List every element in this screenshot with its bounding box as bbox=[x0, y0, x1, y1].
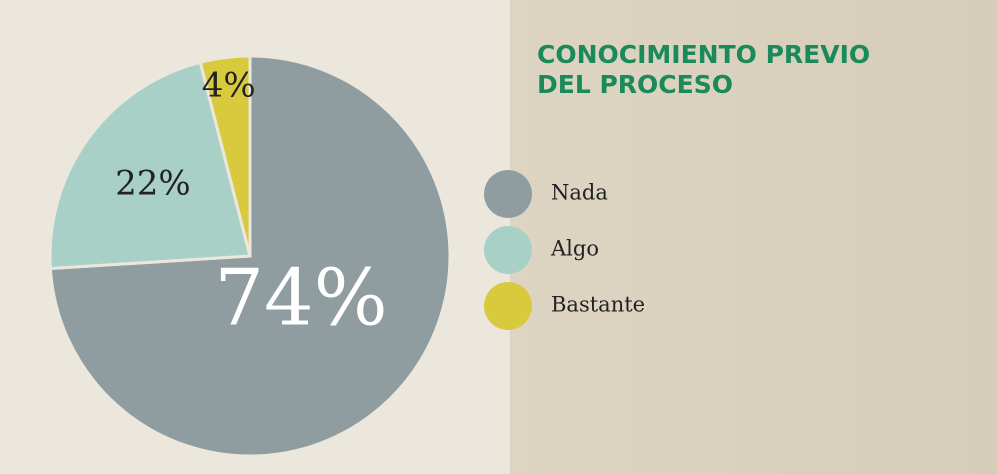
legend-label: Algo bbox=[550, 237, 599, 261]
value-label: 74% bbox=[214, 253, 387, 343]
page: 74% 22% 4% Nada Algo Bastante CONOCIMIENTO PR… bbox=[0, 0, 997, 474]
value-label: 22% bbox=[115, 163, 191, 203]
legend-label: Bastante bbox=[551, 293, 645, 317]
legend-swatch bbox=[484, 170, 532, 218]
legend-swatch bbox=[484, 282, 532, 330]
value-label: 4% bbox=[202, 65, 256, 105]
chart-title: CONOCIMIENTO PREVIO DEL PROCESO bbox=[537, 40, 917, 100]
legend-label: Nada bbox=[551, 181, 608, 205]
legend-swatch bbox=[484, 226, 532, 274]
